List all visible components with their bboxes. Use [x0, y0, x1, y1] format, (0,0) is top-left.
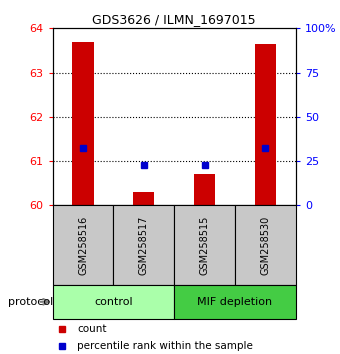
Text: control: control: [94, 297, 133, 307]
Bar: [133, 192, 154, 205]
Text: GSM258517: GSM258517: [139, 216, 149, 275]
Bar: [174, 285, 296, 319]
Bar: [72, 42, 94, 205]
Text: GSM258516: GSM258516: [78, 216, 88, 275]
Text: MIF depletion: MIF depletion: [198, 297, 273, 307]
Bar: [53, 285, 174, 319]
Text: protocol: protocol: [8, 297, 54, 307]
Bar: [235, 205, 296, 285]
Bar: [174, 205, 235, 285]
Bar: [194, 175, 215, 205]
Text: count: count: [77, 324, 106, 333]
Text: GSM258515: GSM258515: [200, 216, 210, 275]
Text: percentile rank within the sample: percentile rank within the sample: [77, 341, 253, 351]
Bar: [114, 205, 174, 285]
Title: GDS3626 / ILMN_1697015: GDS3626 / ILMN_1697015: [92, 13, 256, 26]
Bar: [255, 44, 276, 205]
Bar: [53, 205, 114, 285]
Text: GSM258530: GSM258530: [260, 216, 270, 275]
